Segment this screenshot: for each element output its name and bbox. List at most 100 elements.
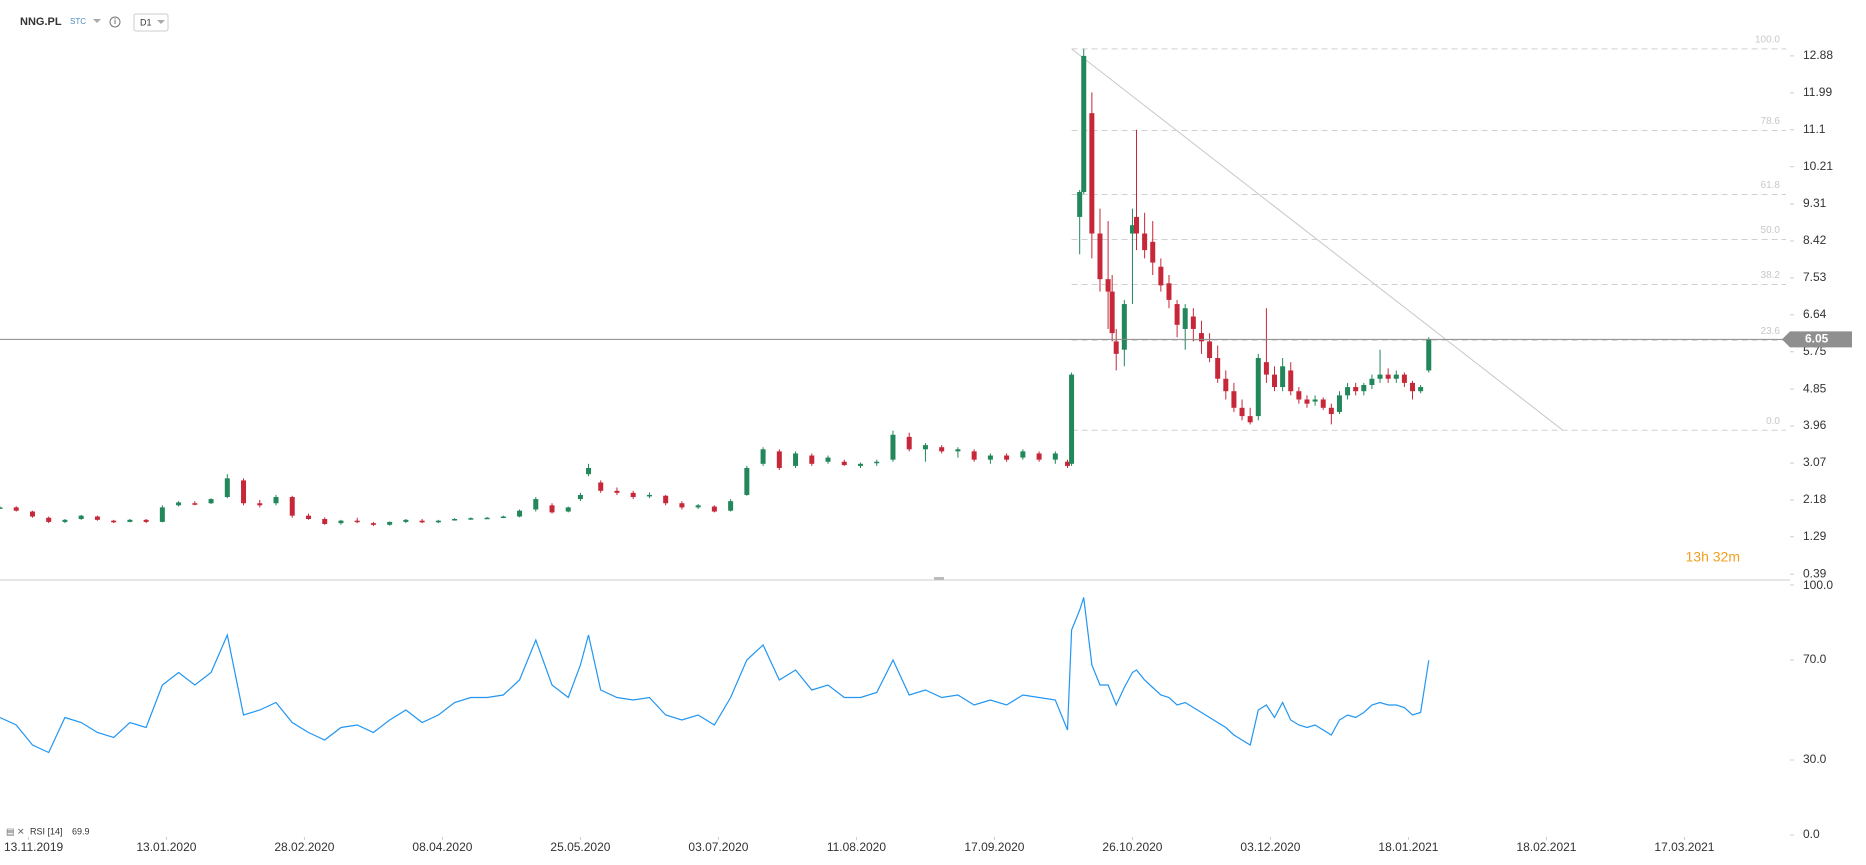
rsi-value: 69.9 <box>72 826 90 836</box>
candle-body <box>809 455 815 464</box>
x-tick-label: 03.07.2020 <box>688 840 748 854</box>
candle-body <box>744 467 750 495</box>
rsi-icons: ▤ ✕ <box>6 826 25 836</box>
y-tick-label: 9.31 <box>1803 196 1827 210</box>
candle-body <box>257 503 263 506</box>
candle-body <box>322 519 328 524</box>
candle-body <box>955 449 961 452</box>
candle-body <box>906 436 912 450</box>
plot-layer: 12.88 11.99 11.1 10.21 9.31 8.42 7.53 6.64 5.75 4… <box>0 35 1852 854</box>
y-tick-label: 1.29 <box>1803 529 1827 543</box>
y-tick-label: 0.39 <box>1803 566 1827 580</box>
fib-label: 38.2 <box>1761 270 1781 281</box>
rsi-tick-label: 0.0 <box>1803 827 1820 841</box>
y-tick-label: 4.85 <box>1803 381 1827 395</box>
candle-body <box>1369 378 1375 385</box>
candle-body <box>1361 384 1367 392</box>
x-tick-label: 18.02.2021 <box>1516 840 1576 854</box>
candle-body <box>13 507 19 511</box>
candle-body <box>1109 291 1115 334</box>
candle-body <box>241 480 247 504</box>
candle-body <box>1320 399 1326 408</box>
interval[interactable]: D1 <box>140 17 152 27</box>
candle-body <box>1020 451 1026 458</box>
x-tick-label: 17.03.2021 <box>1654 840 1714 854</box>
candle-body <box>922 445 928 450</box>
y-tick-label: 8.42 <box>1803 233 1827 247</box>
candle-body <box>1328 407 1334 415</box>
candle-body <box>94 516 100 520</box>
candle-body <box>111 520 117 523</box>
candle-body <box>484 517 490 520</box>
candle-body <box>1089 113 1095 234</box>
candle-body <box>1288 370 1294 392</box>
candle-body <box>1304 399 1310 404</box>
x-tick-label: 13.11.2019 <box>4 840 63 854</box>
symbol[interactable]: NNG.PL <box>20 16 62 28</box>
candle-body <box>1190 316 1196 329</box>
candle-body <box>825 457 831 462</box>
candle-body <box>565 507 571 512</box>
candle-body <box>1036 453 1042 460</box>
dropdown-arrow[interactable] <box>157 20 165 24</box>
candle-body <box>1385 374 1391 379</box>
candle-body <box>1069 374 1075 464</box>
candle-body <box>857 463 863 466</box>
candle-body <box>1231 391 1237 408</box>
interval-select[interactable] <box>133 13 169 32</box>
candle-body <box>971 451 977 460</box>
candle-body <box>1353 387 1359 392</box>
candle-body <box>890 434 896 460</box>
info-i: i <box>114 17 116 26</box>
x-tick-label: 26.10.2020 <box>1102 840 1162 854</box>
candle-body <box>500 516 506 519</box>
x-tick-label: 03.12.2020 <box>1240 840 1300 854</box>
info-icon[interactable] <box>109 16 121 28</box>
dropdown-arrow[interactable] <box>93 19 101 23</box>
x-tick-label: 11.08.2020 <box>827 840 886 854</box>
fib-label: 23.6 <box>1761 326 1781 337</box>
pane-handle[interactable] <box>934 577 944 580</box>
rsi-tick-label: 70.0 <box>1803 652 1827 666</box>
candle-body <box>1174 304 1180 325</box>
candle-body <box>435 520 441 523</box>
y-tick-label: 7.53 <box>1803 270 1827 284</box>
candle-body <box>403 519 409 522</box>
candle-body <box>760 449 766 464</box>
candle-body <box>1052 453 1058 460</box>
candle-body <box>793 453 799 466</box>
candle-body <box>874 461 880 464</box>
candle-body <box>62 519 68 522</box>
candle-body <box>776 451 782 468</box>
x-tick-label: 18.01.2021 <box>1378 840 1438 854</box>
x-tick-label: 17.09.2020 <box>964 840 1024 854</box>
candle-body <box>679 503 685 508</box>
exchange[interactable]: STC <box>70 17 86 26</box>
candle-body <box>1113 341 1119 354</box>
candle-body <box>159 507 165 522</box>
candle-body <box>1239 407 1245 417</box>
candle-body <box>630 492 636 498</box>
y-tick-label: 10.21 <box>1803 159 1833 173</box>
candle-body <box>192 503 198 505</box>
candle-body <box>1345 387 1351 396</box>
candle-body <box>1418 387 1424 392</box>
y-tick-label: 2.18 <box>1803 492 1827 506</box>
x-tick-label: 28.02.2020 <box>274 840 334 854</box>
candle-body <box>987 455 993 460</box>
fib-label: 78.6 <box>1761 116 1781 127</box>
x-tick-label: 08.04.2020 <box>412 840 472 854</box>
candle-body <box>1272 374 1278 388</box>
candle-body <box>517 510 523 517</box>
candle-body <box>1336 395 1342 412</box>
rsi-line <box>0 597 1430 754</box>
candle-body <box>387 521 393 525</box>
candle-body <box>1129 225 1135 234</box>
y-tick-label: 11.1 <box>1803 122 1826 136</box>
candle-body <box>143 519 149 522</box>
candle-body <box>1223 378 1229 392</box>
candle-body <box>1426 339 1432 371</box>
candle-body <box>533 499 539 510</box>
candle-body <box>46 517 52 522</box>
